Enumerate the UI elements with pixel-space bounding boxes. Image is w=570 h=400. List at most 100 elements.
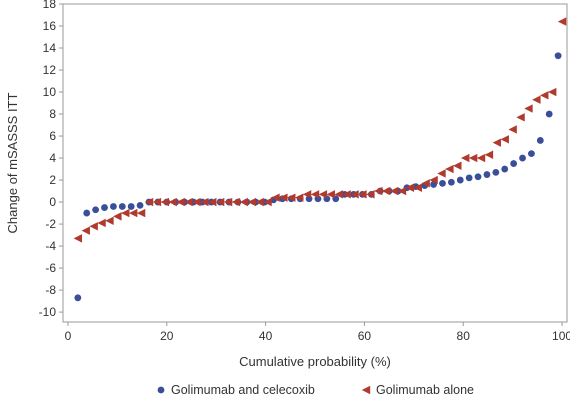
plot-frame	[62, 3, 568, 323]
triangle-point	[294, 193, 304, 202]
circle-point	[465, 174, 473, 182]
triangle-point	[168, 197, 177, 207]
y-axis-title: Change of mSASSS ITT	[5, 93, 20, 234]
x-tick-label: 80	[457, 329, 471, 343]
circle-point	[74, 294, 82, 302]
triangle-point	[97, 218, 106, 228]
triangle-point	[350, 190, 359, 199]
legend-marker-2	[361, 385, 371, 395]
triangle-point	[302, 190, 312, 199]
triangle-point	[342, 190, 351, 199]
triangle-point	[476, 153, 486, 163]
circle-point	[545, 110, 553, 118]
y-tick-label: -8	[45, 283, 56, 297]
triangle-point	[231, 197, 241, 207]
triangle-point	[105, 216, 114, 225]
circle-point	[83, 209, 91, 217]
triangle-point	[271, 193, 280, 202]
circle-point	[519, 154, 526, 162]
circle-point	[136, 201, 144, 209]
circle-point	[110, 203, 117, 210]
x-tick-label: 20	[160, 329, 174, 343]
triangle-point	[453, 161, 462, 170]
triangle-point	[334, 190, 343, 199]
triangle-point	[160, 197, 169, 207]
data-points	[73, 17, 567, 302]
circle-point	[447, 178, 455, 186]
triangle-point	[136, 208, 146, 218]
plot-border	[62, 3, 568, 323]
y-tick-label: 16	[43, 19, 57, 33]
triangle-point	[128, 208, 138, 218]
y-tick-label: 6	[49, 129, 56, 143]
triangle-point	[279, 193, 288, 202]
triangle-point	[500, 135, 509, 144]
circle-point	[528, 150, 535, 158]
triangle-point	[121, 208, 130, 218]
triangle-point	[508, 125, 517, 134]
triangle-point	[247, 197, 256, 207]
legend: Golimumab and celecoxib Golimumab alone	[157, 383, 474, 397]
circle-point	[456, 176, 464, 184]
circle-point	[554, 52, 562, 60]
triangle-point	[192, 197, 201, 207]
y-tick-label: 2	[49, 173, 56, 187]
triangle-point	[208, 197, 217, 207]
triangle-point	[437, 169, 446, 178]
triangle-point	[405, 183, 415, 192]
triangle-point	[223, 197, 233, 207]
triangle-point	[429, 175, 438, 185]
x-axis-title: Cumulative probability (%)	[239, 354, 391, 369]
circle-point	[474, 173, 482, 181]
triangle-point	[358, 190, 367, 199]
triangle-point	[445, 164, 454, 174]
triangle-point	[366, 190, 375, 199]
circle-point	[536, 137, 544, 144]
y-tick-label: 14	[43, 41, 57, 55]
x-tick-label: 0	[65, 329, 72, 343]
triangle-point	[255, 197, 264, 207]
triangle-point	[484, 150, 494, 159]
y-tick-label: 4	[49, 151, 56, 165]
x-tick-label: 40	[259, 329, 273, 343]
triangle-point	[421, 179, 430, 188]
triangle-point	[152, 197, 162, 207]
circle-point	[118, 203, 126, 210]
legend-marker-1	[157, 386, 165, 394]
circle-point	[492, 168, 500, 176]
legend-label-2: Golimumab alone	[376, 383, 474, 397]
triangle-point	[287, 193, 296, 202]
triangle-point	[374, 186, 383, 196]
y-tick-label: 8	[49, 107, 56, 121]
series-1	[74, 52, 562, 302]
triangle-point	[263, 197, 272, 207]
triangle-point	[516, 113, 525, 122]
triangle-point	[89, 222, 98, 231]
circle-point	[510, 160, 518, 167]
triangle-point	[239, 197, 249, 207]
y-tick-label: 12	[43, 63, 57, 77]
triangle-point	[73, 234, 83, 243]
triangle-point	[468, 153, 478, 163]
circle-point	[101, 204, 108, 211]
triangle-point	[461, 153, 470, 163]
triangle-point	[547, 87, 557, 97]
y-tick-label: 18	[43, 0, 57, 11]
triangle-point	[215, 197, 225, 207]
circle-point	[439, 179, 446, 187]
triangle-point	[176, 197, 185, 207]
x-tick-label: 60	[358, 329, 372, 343]
y-tick-label: -6	[45, 261, 56, 275]
triangle-point	[81, 226, 90, 235]
y-tick-label: 0	[49, 195, 56, 209]
triangle-point	[532, 95, 541, 104]
legend-label-1: Golimumab and celecoxib	[171, 383, 315, 397]
triangle-point	[524, 104, 533, 113]
x-tick-label: 100	[552, 329, 570, 343]
triangle-point	[389, 186, 399, 196]
triangle-point	[144, 197, 154, 207]
circle-point	[127, 203, 135, 210]
triangle-point	[540, 91, 549, 100]
circle-point	[92, 206, 100, 214]
